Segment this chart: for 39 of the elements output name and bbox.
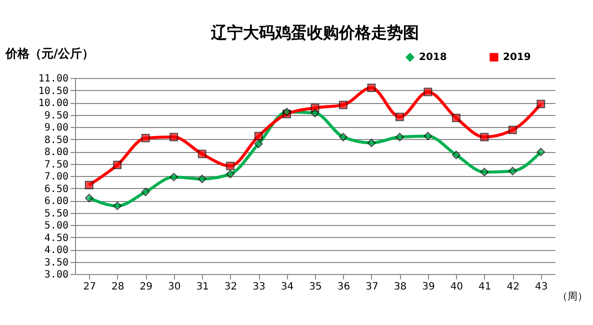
- x-tick-label: 41: [478, 282, 492, 292]
- legend-label: 2018: [419, 52, 447, 64]
- x-tick-label: 38: [394, 282, 407, 292]
- x-tick-label: 43: [535, 282, 548, 292]
- y-tick-label: 5.00: [44, 220, 68, 232]
- x-tick-label: 34: [280, 282, 294, 292]
- y-tick-label: 9.50: [44, 110, 68, 122]
- y-axis-title: 价格（元/公斤）: [4, 46, 94, 60]
- x-tick-label: 40: [450, 282, 464, 292]
- y-tick-label: 8.50: [44, 134, 68, 146]
- x-tick-label: 29: [140, 282, 152, 292]
- x-tick-label: 35: [309, 282, 322, 292]
- y-tick-label: 10.00: [38, 98, 68, 109]
- x-tick-label: 28: [111, 282, 124, 292]
- y-tick-label: 3.00: [44, 270, 68, 280]
- legend-label: 2019: [503, 52, 531, 64]
- y-tick-label: 9.00: [44, 122, 68, 134]
- x-tick-label: 32: [224, 282, 238, 292]
- y-tick-label: 10.50: [38, 86, 68, 97]
- y-tick-label: 4.00: [44, 245, 68, 256]
- x-tick-label: 33: [252, 282, 266, 292]
- x-tick-label: 36: [337, 282, 350, 292]
- x-tick-label: 27: [83, 282, 96, 292]
- y-tick-label: 7.50: [44, 159, 68, 170]
- x-tick-label: 31: [196, 282, 209, 292]
- y-tick-label: 8.00: [44, 147, 68, 158]
- x-tick-label: 39: [422, 282, 435, 292]
- y-tick-label: 3.50: [44, 257, 68, 268]
- y-tick-label: 4.50: [44, 232, 68, 244]
- chart-title: 辽宁大码鸡蛋收购价格走势图: [210, 23, 419, 42]
- x-tick-label: 30: [168, 282, 181, 292]
- x-tick-label: 37: [366, 282, 378, 292]
- y-tick-label: 6.00: [44, 196, 68, 207]
- y-tick-label: 6.50: [44, 184, 68, 195]
- x-tick-label: 42: [506, 282, 520, 292]
- y-tick-label: 5.50: [44, 208, 68, 220]
- x-axis-title: （周）: [558, 292, 588, 302]
- y-tick-label: 7.00: [44, 172, 68, 182]
- y-tick-label: 11.00: [38, 74, 68, 84]
